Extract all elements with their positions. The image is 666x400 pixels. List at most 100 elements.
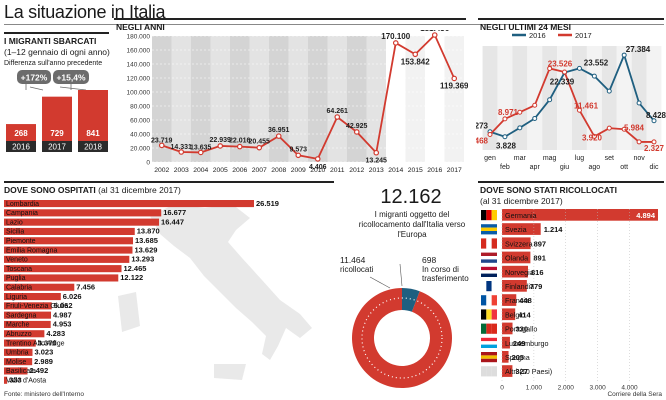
diff-label: Differenza sull'anno precedente bbox=[4, 60, 103, 67]
bar-category-bg bbox=[6, 141, 36, 152]
bar-Piemonte bbox=[4, 237, 134, 245]
category-label: Norvegia bbox=[505, 268, 534, 277]
x-tick-label: 2017 bbox=[447, 167, 462, 174]
ricoll-caption: I migranti oggetto del ricollocamento da… bbox=[358, 210, 466, 239]
flag-stripe bbox=[481, 309, 487, 320]
data-point bbox=[295, 152, 302, 159]
y-tick-label: 0 bbox=[146, 160, 150, 167]
x-tick-label: feb bbox=[500, 164, 510, 171]
anni-chart: 0 20.000 40.000 60.000 80.000 100.000 120.000 1… bbox=[127, 30, 469, 174]
data-point bbox=[373, 149, 380, 156]
x-tick-label: mag bbox=[543, 155, 557, 162]
value-label: 4.987 bbox=[53, 310, 72, 319]
data-point bbox=[606, 88, 612, 94]
category-label: Lombardia bbox=[6, 201, 39, 208]
year-column bbox=[210, 36, 230, 162]
data-label: 9.573 bbox=[289, 146, 307, 153]
year-column bbox=[249, 36, 269, 162]
bar-Spagna bbox=[502, 351, 509, 363]
data-label: 20.455 bbox=[249, 139, 271, 146]
value-label: 13.629 bbox=[134, 245, 157, 254]
flag-stripe bbox=[481, 366, 487, 377]
x-tick-label: apr bbox=[530, 164, 541, 171]
bar-category-bg bbox=[42, 141, 72, 152]
flag-stripe bbox=[481, 273, 497, 277]
category-label: Toscana bbox=[6, 266, 32, 273]
flag-stripe bbox=[481, 344, 497, 348]
bar-value-label: 841 bbox=[86, 129, 100, 138]
category-label: Campania bbox=[6, 210, 38, 217]
flag-stripe bbox=[481, 231, 497, 235]
data-label: 3.920 bbox=[582, 133, 603, 142]
ultimi-heading: NEGLI ULTIMI 24 MESI bbox=[480, 22, 571, 32]
donut-slice-in-corso bbox=[402, 288, 420, 312]
year-column bbox=[366, 36, 386, 162]
value-label: 4.283 bbox=[46, 329, 65, 338]
data-label: 8.971 bbox=[498, 108, 519, 117]
value-label: 4.953 bbox=[53, 320, 72, 329]
x-tick-label: 2016 bbox=[427, 167, 442, 174]
data-label: 2.327 bbox=[644, 144, 665, 153]
year-column bbox=[288, 36, 308, 162]
ricollocati-subheading: (al 31 dicembre 2017) bbox=[480, 196, 563, 206]
value-label: 3.370 bbox=[38, 338, 57, 347]
data-label: 27.384 bbox=[626, 45, 651, 54]
data-point bbox=[451, 75, 458, 82]
bar-Svizzera bbox=[502, 237, 531, 250]
category-label: Liguria bbox=[6, 294, 27, 301]
category-label: Svezia bbox=[505, 225, 527, 234]
category-label: Veneto bbox=[6, 257, 28, 264]
value-label: 6.026 bbox=[63, 292, 82, 301]
ricoll-total: 12.162 bbox=[380, 186, 442, 208]
bar-Molise bbox=[4, 358, 33, 366]
year-column bbox=[269, 36, 289, 162]
data-point bbox=[576, 107, 582, 113]
data-point bbox=[314, 156, 321, 162]
ricoll-right-label: In corso di trasferimento bbox=[422, 265, 469, 283]
x-tick-label: 2009 bbox=[291, 167, 306, 174]
flag-stripe bbox=[481, 210, 487, 221]
diff-badge-2: +15,4% bbox=[53, 70, 89, 84]
flag-stripe bbox=[481, 227, 497, 231]
year-column bbox=[425, 36, 445, 162]
category-label: Germania bbox=[505, 211, 537, 220]
data-point bbox=[621, 126, 627, 132]
month-column bbox=[482, 46, 498, 150]
data-label: 5.984 bbox=[624, 123, 645, 132]
bar-Sardegna bbox=[4, 311, 52, 319]
year-column bbox=[308, 36, 328, 162]
ricoll-donut bbox=[352, 263, 452, 388]
panel-rule bbox=[4, 181, 334, 183]
bar-2018 bbox=[78, 90, 108, 141]
x-tick-label: giu bbox=[560, 164, 569, 171]
value-label: 779 bbox=[530, 282, 543, 291]
flag-stripe bbox=[491, 238, 497, 249]
year-column bbox=[444, 36, 464, 162]
bar-Lombardia bbox=[4, 200, 254, 208]
flag-stripe bbox=[486, 210, 492, 221]
month-column bbox=[646, 46, 662, 150]
bar-Sicilia bbox=[4, 227, 135, 235]
value-label: 327 bbox=[515, 367, 528, 376]
data-label: 64.261 bbox=[327, 108, 349, 115]
x-tick-label: 2010 bbox=[310, 167, 325, 174]
year-column bbox=[171, 36, 191, 162]
diff-badge-1-text: +172% bbox=[21, 73, 48, 83]
value-label: 205 bbox=[512, 353, 525, 362]
bar-category-label: 2016 bbox=[12, 143, 30, 152]
data-point bbox=[547, 97, 553, 103]
ricollocati-chart: Germania 4.894 Svezia 1.214 Svizzera 897 Oland… bbox=[481, 209, 658, 391]
title-rule bbox=[4, 24, 664, 25]
category-label: Molise bbox=[6, 359, 26, 366]
value-label: 5.062 bbox=[54, 301, 73, 310]
data-label: 5.273 bbox=[476, 122, 489, 131]
bar-Emilia Romagna bbox=[4, 246, 133, 254]
flag-stripe bbox=[486, 323, 492, 334]
flag-stripe bbox=[481, 256, 497, 260]
ricoll-right-value: 698 bbox=[422, 255, 437, 265]
panel-rule bbox=[114, 18, 466, 20]
year-column bbox=[230, 36, 250, 162]
data-point bbox=[621, 52, 627, 58]
x-tick-label: lug bbox=[575, 155, 584, 162]
value-label: 16.447 bbox=[161, 217, 184, 226]
